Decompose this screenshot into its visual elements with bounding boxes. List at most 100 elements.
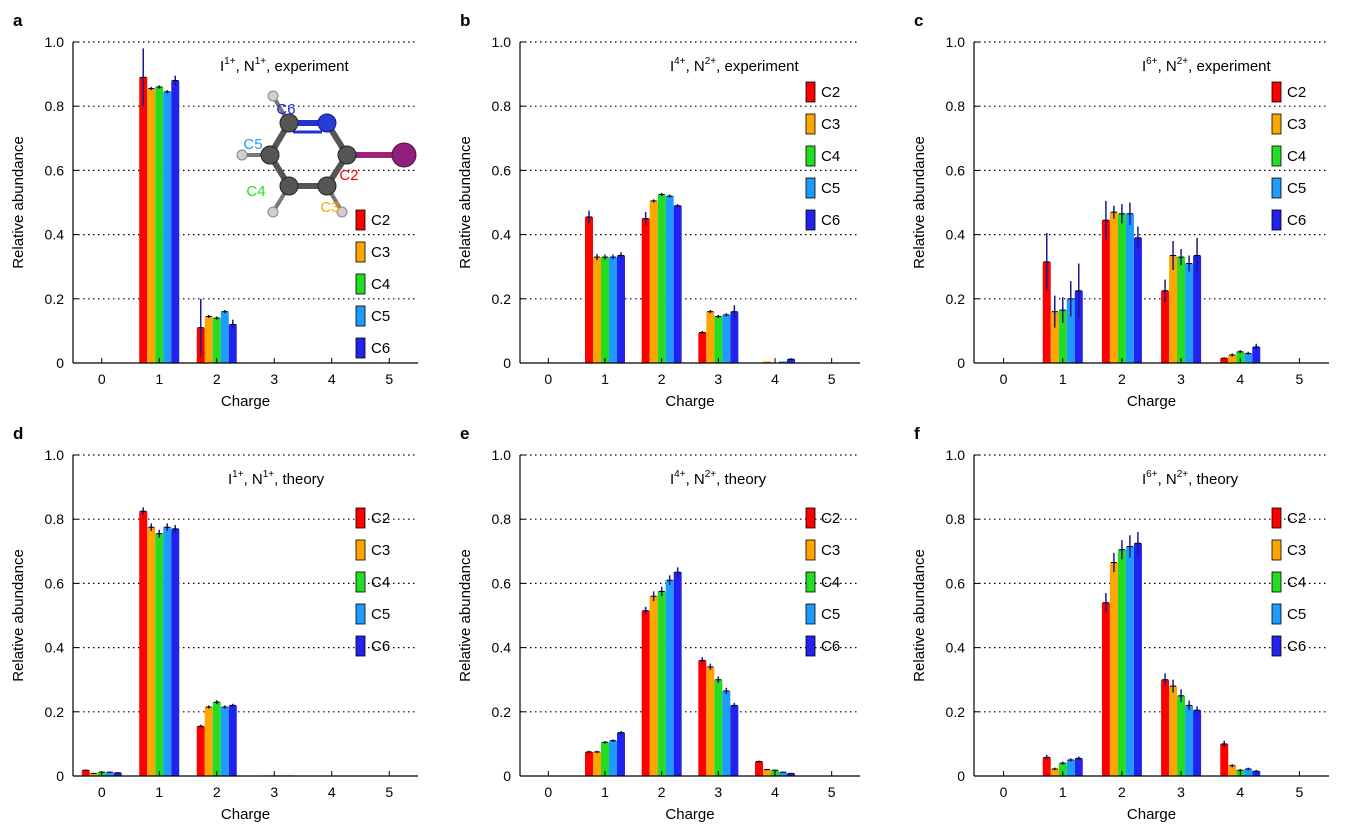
- x-axis-title: Charge: [1127, 806, 1176, 823]
- bar-c6-charge-3: [730, 311, 739, 363]
- y-tick-label: 0.2: [946, 704, 966, 720]
- legend-label-c3: C3: [371, 244, 390, 261]
- bar-c6-charge-3: [1193, 710, 1202, 776]
- x-tick-label: 1: [1059, 784, 1067, 800]
- y-axis-title: Relative abundance: [911, 136, 928, 269]
- bar-c2-charge-2: [196, 726, 205, 776]
- legend-swatch-c2: [1271, 507, 1282, 529]
- x-tick-label: 1: [1059, 371, 1067, 387]
- bar-c3-charge-3: [706, 666, 715, 776]
- bar-c6-charge-4: [1252, 346, 1261, 363]
- panel-c-legend: C2 C3 C4 C5 C6: [1271, 81, 1306, 231]
- atom-label-c3: C3: [320, 199, 339, 216]
- bar-c2-charge-2: [1101, 220, 1110, 363]
- legend-swatch-c5: [1271, 177, 1282, 199]
- bar-c5-charge-2: [1125, 546, 1134, 776]
- x-tick-label: 3: [270, 371, 278, 387]
- bar-c4-charge-2: [1117, 549, 1126, 776]
- bar-c6-charge-2: [1133, 543, 1142, 776]
- bar-c5-charge-1: [1066, 759, 1075, 776]
- x-tick-label: 4: [771, 784, 779, 800]
- bar-c4-charge-3: [1177, 257, 1186, 363]
- legend-label-c4: C4: [371, 276, 390, 293]
- legend-swatch-c2: [805, 81, 816, 103]
- panel-letter: f: [914, 424, 920, 443]
- y-tick-label: 1.0: [492, 34, 512, 50]
- bar-c2-charge-1: [1042, 757, 1051, 776]
- bar-c3-charge-4: [1228, 354, 1237, 363]
- panel-b-annotation: I4+, N2+, experiment: [670, 56, 800, 75]
- bar-c3-charge-4: [763, 361, 771, 363]
- y-tick-label: 0.6: [946, 162, 966, 178]
- legend-label-c5: C5: [821, 180, 840, 197]
- bar-c5-charge-2: [665, 580, 674, 776]
- bar-c3-charge-2: [649, 596, 658, 776]
- legend-label-c4: C4: [371, 574, 390, 591]
- iodine-atom: [391, 142, 417, 168]
- legend-swatch-c3: [1271, 539, 1282, 561]
- legend-label-c2: C2: [821, 510, 840, 527]
- y-tick-label: 0.8: [45, 98, 65, 114]
- bar-c4-charge-2: [1117, 213, 1126, 363]
- x-tick-label: 3: [270, 784, 278, 800]
- y-tick-label: 1.0: [946, 34, 966, 50]
- bar-c6-charge-1: [617, 732, 625, 776]
- y-axis-title: Relative abundance: [457, 549, 474, 682]
- bar-c4-charge-3: [1177, 695, 1186, 776]
- legend-label-c6: C6: [371, 340, 390, 357]
- legend-swatch-c3: [1271, 113, 1282, 135]
- panel-letter: c: [914, 11, 923, 30]
- legend-label-c4: C4: [821, 148, 840, 165]
- atom-label-c5: C5: [243, 136, 262, 153]
- legend-label-c6: C6: [371, 638, 390, 655]
- y-tick-label: 0.8: [946, 511, 966, 527]
- bar-c2-charge-3: [698, 660, 707, 776]
- panel-e-annotation: I4+, N2+, theory: [670, 469, 767, 488]
- legend-label-c3: C3: [371, 542, 390, 559]
- bar-c5-charge-1: [609, 257, 617, 363]
- bar-c3-charge-1: [593, 751, 601, 776]
- bar-c5-charge-1: [609, 740, 617, 776]
- legend-label-c4: C4: [1287, 148, 1306, 165]
- x-tick-label: 0: [544, 371, 552, 387]
- bar-c6-charge-4: [787, 773, 795, 776]
- y-tick-label: 0: [957, 355, 965, 371]
- legend-label-c2: C2: [371, 510, 390, 527]
- x-tick-label: 3: [714, 371, 722, 387]
- y-tick-label: 0.2: [492, 291, 512, 307]
- atom-label-c4: C4: [246, 183, 265, 200]
- x-tick-label: 3: [1177, 371, 1185, 387]
- panel-a-legend: C2 C3 C4 C5 C6: [355, 209, 390, 359]
- x-tick-label: 2: [658, 371, 666, 387]
- bar-c2-charge-3: [1161, 290, 1170, 363]
- atom-label-c6: C6: [276, 101, 295, 118]
- panel-letter: d: [13, 424, 23, 443]
- bar-c5-charge-4: [779, 361, 787, 363]
- bar-c6-charge-1: [617, 255, 625, 363]
- y-axis-title: Relative abundance: [911, 549, 928, 682]
- x-tick-label: 0: [1000, 784, 1008, 800]
- panel-d-annotation: I1+, N1+, theory: [228, 469, 325, 488]
- legend-swatch-c6: [355, 337, 366, 359]
- x-tick-label: 4: [1236, 371, 1244, 387]
- bar-c4-charge-3: [714, 316, 723, 363]
- legend-label-c5: C5: [821, 606, 840, 623]
- panel-e: e 0 0.2 0.4 0.6 0.8 1.0 0 1 2 3 4 5 Charge Relative ab…: [457, 424, 860, 823]
- bar-c4-charge-3: [714, 679, 723, 776]
- y-tick-label: 0.6: [946, 575, 966, 591]
- y-tick-label: 0: [957, 768, 965, 784]
- bar-c4-charge-1: [155, 533, 164, 776]
- x-tick-label: 3: [714, 784, 722, 800]
- legend-label-c6: C6: [1287, 212, 1306, 229]
- bar-c4-charge-2: [657, 194, 666, 363]
- x-tick-label: 1: [155, 784, 163, 800]
- y-tick-label: 1.0: [45, 447, 65, 463]
- legend-swatch-c4: [805, 145, 816, 167]
- bar-c3-charge-1: [147, 88, 156, 364]
- carbon-atom: [317, 176, 337, 196]
- legend-swatch-c5: [1271, 603, 1282, 625]
- y-tick-label: 0.6: [492, 575, 512, 591]
- y-tick-label: 0: [56, 355, 64, 371]
